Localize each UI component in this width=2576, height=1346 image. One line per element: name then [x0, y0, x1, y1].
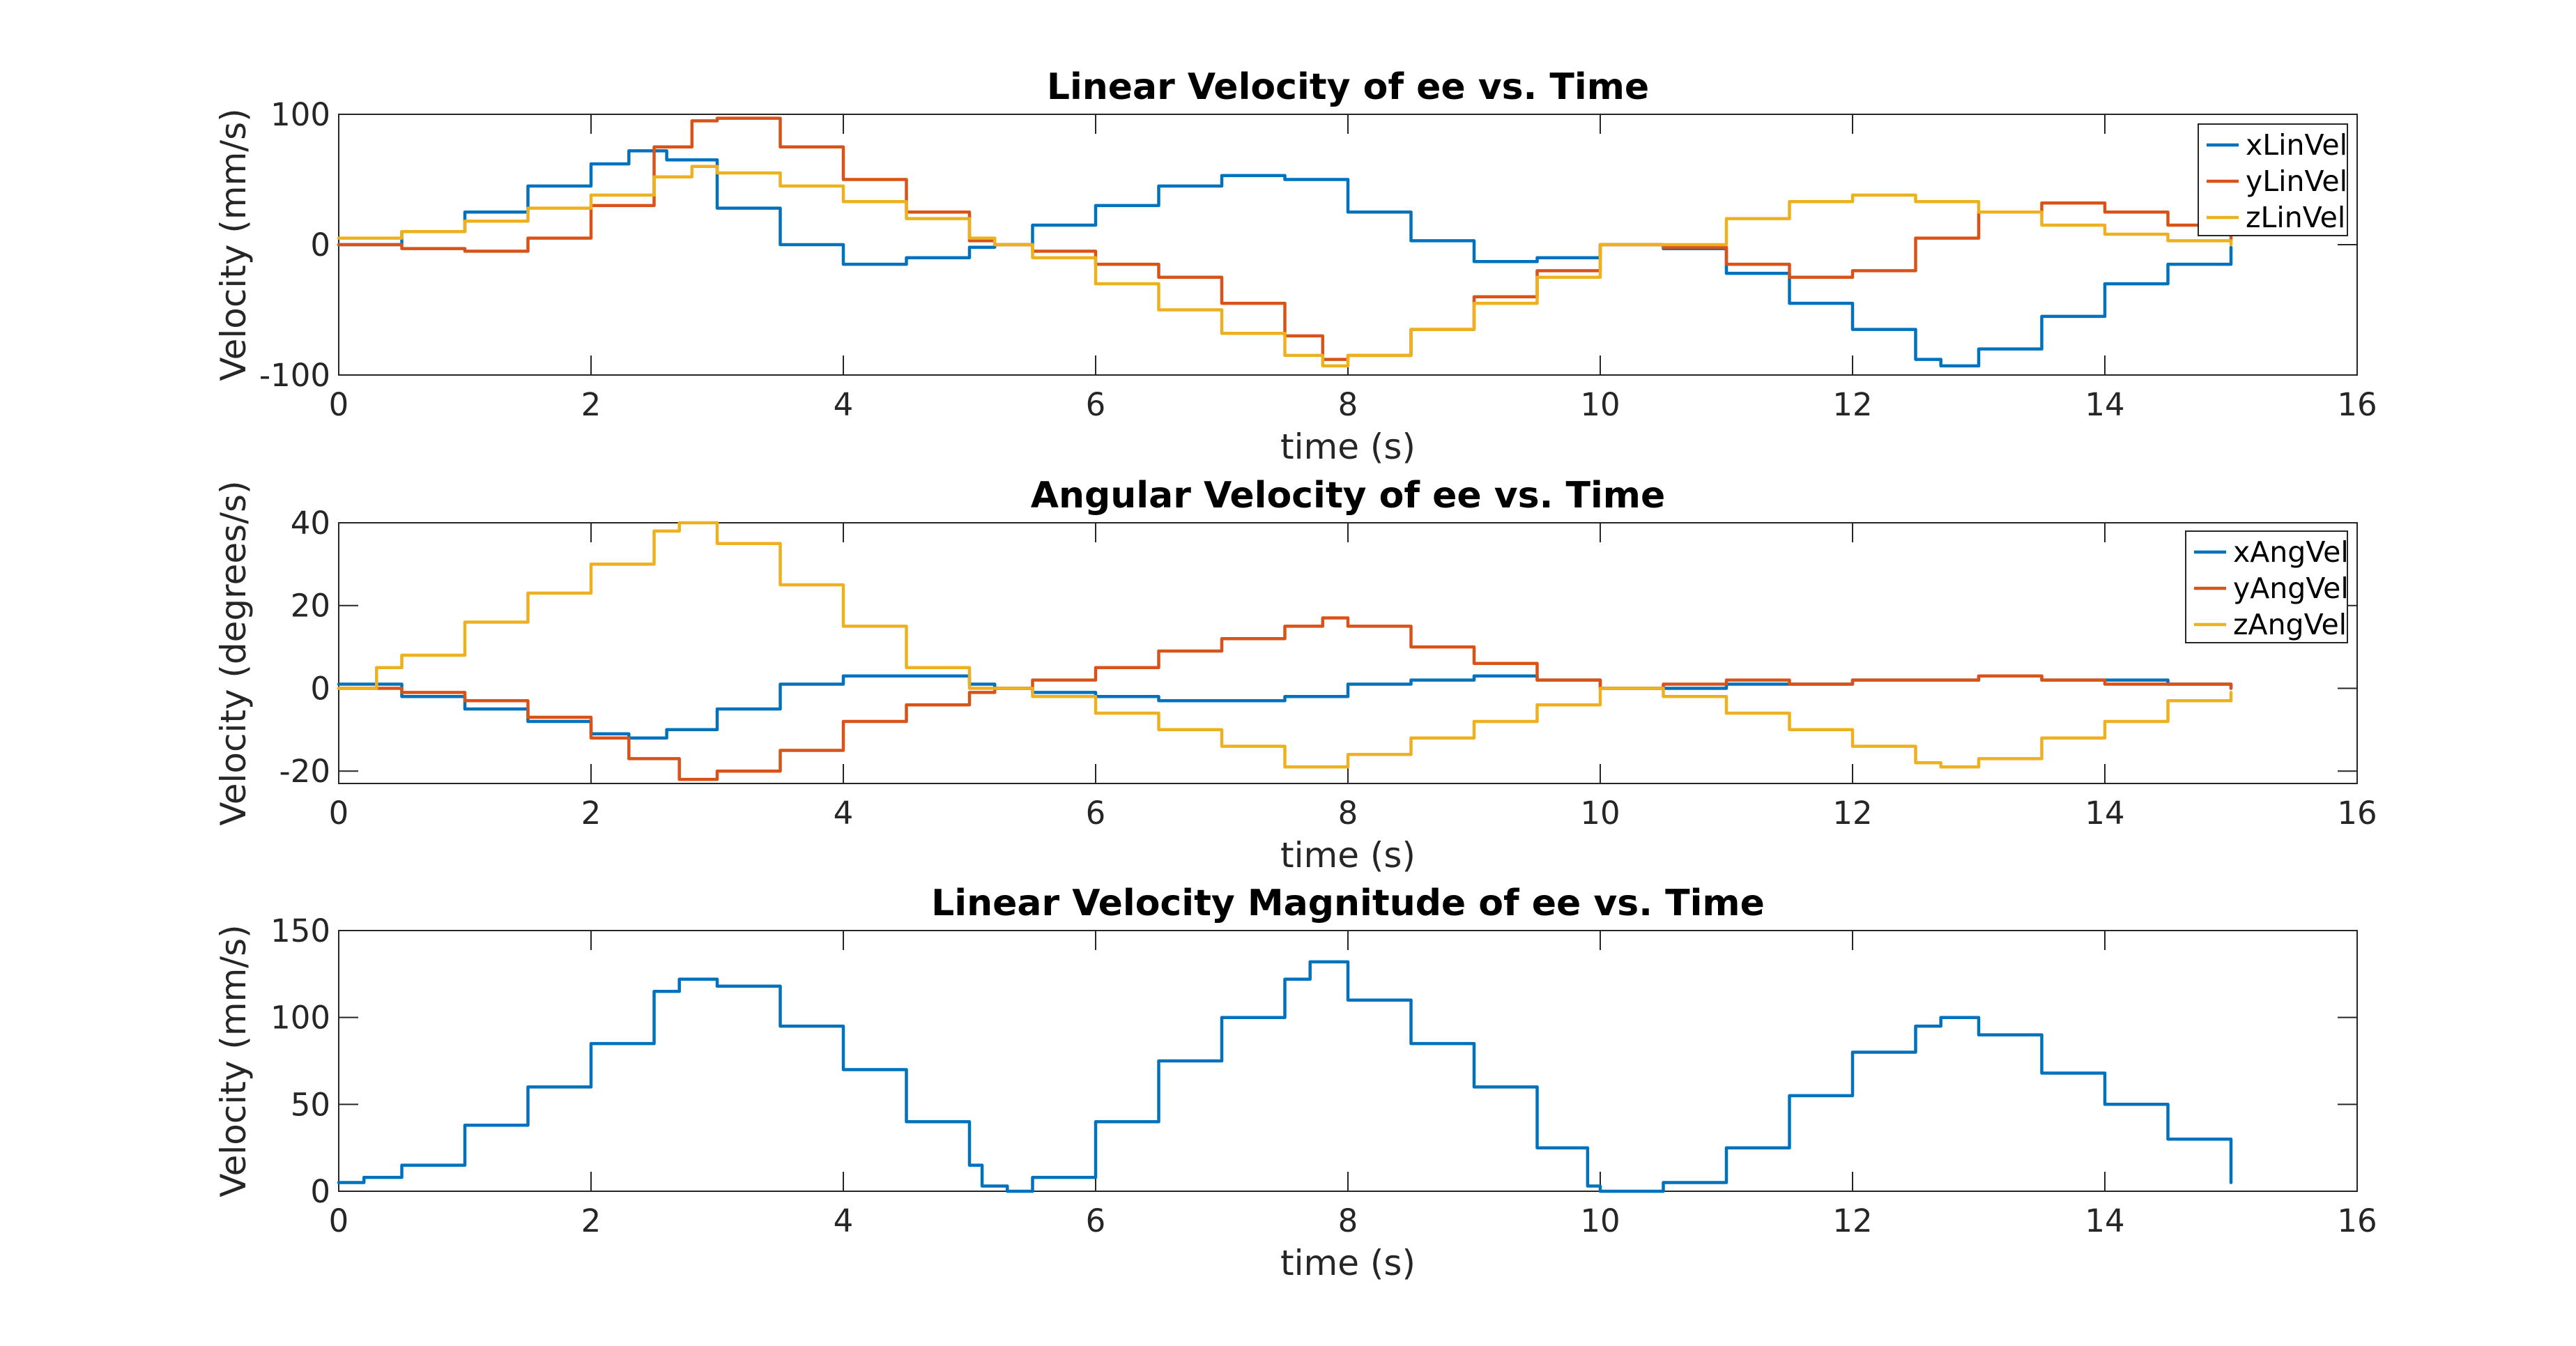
y-tick-label: -20: [279, 753, 331, 790]
y-axis-label: Velocity (degrees/s): [213, 480, 254, 825]
chart-title: Linear Velocity Magnitude of ee vs. Time: [931, 882, 1765, 924]
x-tick-label: 2: [581, 386, 601, 423]
series-line-magnitude: [337, 960, 2233, 1193]
x-tick-label: 6: [1086, 1202, 1106, 1239]
x-tick-label: 10: [1580, 386, 1620, 423]
x-tick-label: 8: [1338, 386, 1358, 423]
legend-label-ylinvel: yLinVel: [2246, 165, 2347, 198]
x-tick-label: 12: [1832, 1202, 1872, 1239]
y-axis-label: Velocity (mm/s): [213, 108, 254, 381]
x-tick-label: 12: [1832, 386, 1872, 423]
x-tick-label: 4: [834, 795, 854, 832]
y-tick-label: 150: [270, 912, 330, 949]
y-tick-label: -100: [259, 357, 330, 394]
x-tick-label: 10: [1580, 795, 1620, 832]
y-tick-label: 20: [291, 588, 330, 625]
x-tick-label: 8: [1338, 1202, 1358, 1239]
x-axis-label: time (s): [1280, 427, 1416, 467]
series-line-xlinvel: [337, 149, 2233, 368]
series-line-zlinvel: [337, 165, 2233, 368]
series-line-ylinvel: [337, 116, 2233, 361]
x-tick-label: 0: [329, 795, 349, 832]
x-tick-label: 14: [2085, 795, 2124, 832]
x-tick-label: 14: [2085, 1202, 2124, 1239]
x-tick-label: 6: [1086, 386, 1106, 423]
x-tick-label: 4: [834, 386, 854, 423]
x-tick-label: 0: [329, 386, 349, 423]
legend-label-zangvel: zAngVel: [2233, 608, 2347, 641]
x-tick-label: 10: [1580, 1202, 1620, 1239]
y-tick-label: 100: [270, 96, 330, 133]
x-tick-label: 6: [1086, 795, 1106, 832]
y-tick-label: 50: [291, 1086, 330, 1123]
legend-label-zlinvel: zLinVel: [2246, 201, 2345, 234]
x-tick-label: 2: [581, 1202, 601, 1239]
x-tick-label: 4: [834, 1202, 854, 1239]
x-tick-label: 14: [2085, 386, 2124, 423]
x-tick-label: 16: [2337, 1202, 2377, 1239]
angular-velocity-chart: 0 2 4 6 8 10 12 14 16 -20 0 20 40 Angular Velocity of…: [213, 475, 2377, 875]
x-tick-label: 16: [2337, 795, 2377, 832]
x-tick-label: 8: [1338, 795, 1358, 832]
legend-label-xlinvel: xLinVel: [2246, 128, 2347, 162]
y-tick-label: 0: [310, 227, 330, 263]
series-line-zangvel: [337, 521, 2233, 769]
legend-label-yangvel: yAngVel: [2233, 572, 2349, 605]
y-tick-label: 0: [310, 670, 330, 707]
plot-area: [338, 114, 2358, 376]
chart-title: Angular Velocity of ee vs. Time: [1031, 475, 1665, 517]
y-tick-label: 0: [310, 1173, 330, 1210]
x-tick-label: 12: [1832, 795, 1872, 832]
linear-velocity-magnitude-chart: 0 2 4 6 8 10 12 14 16 0 50 100 150 Linear Velocity Ma…: [213, 882, 2377, 1283]
x-axis-label: time (s): [1280, 1243, 1416, 1283]
chart-title: Linear Velocity of ee vs. Time: [1047, 66, 1649, 108]
legend-label-xangvel: xAngVel: [2233, 535, 2349, 569]
y-axis-label: Velocity (mm/s): [213, 924, 254, 1197]
y-tick-label: 100: [270, 1000, 330, 1037]
y-tick-label: 40: [291, 505, 330, 542]
x-tick-label: 2: [581, 795, 601, 832]
x-axis-label: time (s): [1280, 835, 1416, 875]
series-line-yangvel: [337, 616, 2233, 781]
x-tick-label: 16: [2337, 386, 2377, 423]
x-tick-label: 0: [329, 1202, 349, 1239]
plot-area: [338, 522, 2358, 784]
